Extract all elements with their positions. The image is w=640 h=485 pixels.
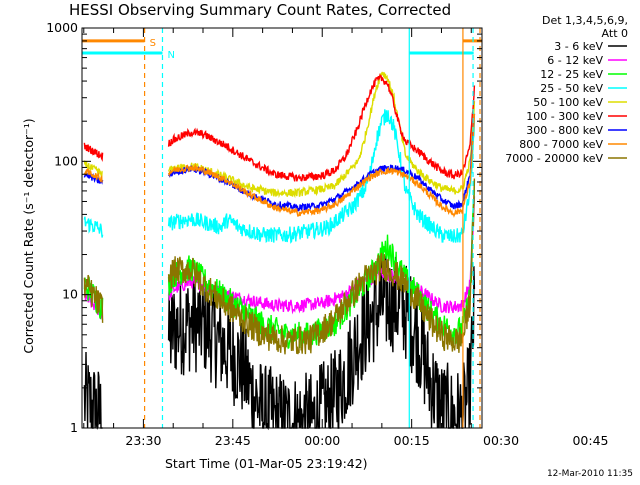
series-line-3 (83, 109, 476, 244)
legend-entry-label: 6 - 12 keV (547, 54, 603, 67)
x-tick-label: 00:30 (483, 433, 519, 448)
x-tick-label: 00:15 (394, 433, 430, 448)
legend-header-line-1: Det 1,3,4,5,6,9, (542, 14, 628, 27)
legend-entry-label: 50 - 100 keV (533, 96, 603, 109)
plot-frame (81, 27, 483, 429)
series-line-8 (83, 178, 476, 355)
y-tick-label: 100 (54, 153, 78, 168)
series-line-5 (83, 73, 476, 182)
legend-header-line-2: Att 0 (602, 27, 628, 40)
legend-entry-label: 300 - 800 keV (526, 124, 603, 137)
legend-entry-label: 7000 - 20000 keV (505, 152, 603, 165)
series-line-4 (83, 71, 476, 199)
marker-label-N: N (167, 50, 174, 61)
footer-timestamp: 12-Mar-2010 11:35 (547, 469, 633, 479)
legend-entry-label: 100 - 300 keV (526, 110, 603, 123)
y-tick-label: 10 (62, 287, 78, 302)
legend-entry-label: 3 - 6 keV (554, 40, 603, 53)
legend-entry-label: 800 - 7000 keV (519, 138, 603, 151)
x-tick-label: 00:00 (304, 433, 340, 448)
series-line-0 (83, 255, 476, 431)
x-tick-label: 00:45 (572, 433, 608, 448)
legend-entry-label: 12 - 25 keV (540, 68, 603, 81)
marker-label-S: S (150, 38, 156, 49)
series-line-7 (83, 113, 476, 218)
legend-entry-label: 25 - 50 keV (540, 82, 603, 95)
y-tick-label: 1000 (46, 20, 78, 35)
x-axis-title: Start Time (01-Mar-05 23:19:42) (165, 456, 368, 471)
chart-title: HESSI Observing Summary Count Rates, Cor… (69, 1, 451, 19)
x-tick-label: 23:30 (125, 433, 161, 448)
y-tick-label: 1 (70, 420, 78, 435)
x-tick-label: 23:45 (215, 433, 251, 448)
y-axis-title: Corrected Count Rate (s⁻¹ detector⁻¹) (21, 118, 36, 353)
